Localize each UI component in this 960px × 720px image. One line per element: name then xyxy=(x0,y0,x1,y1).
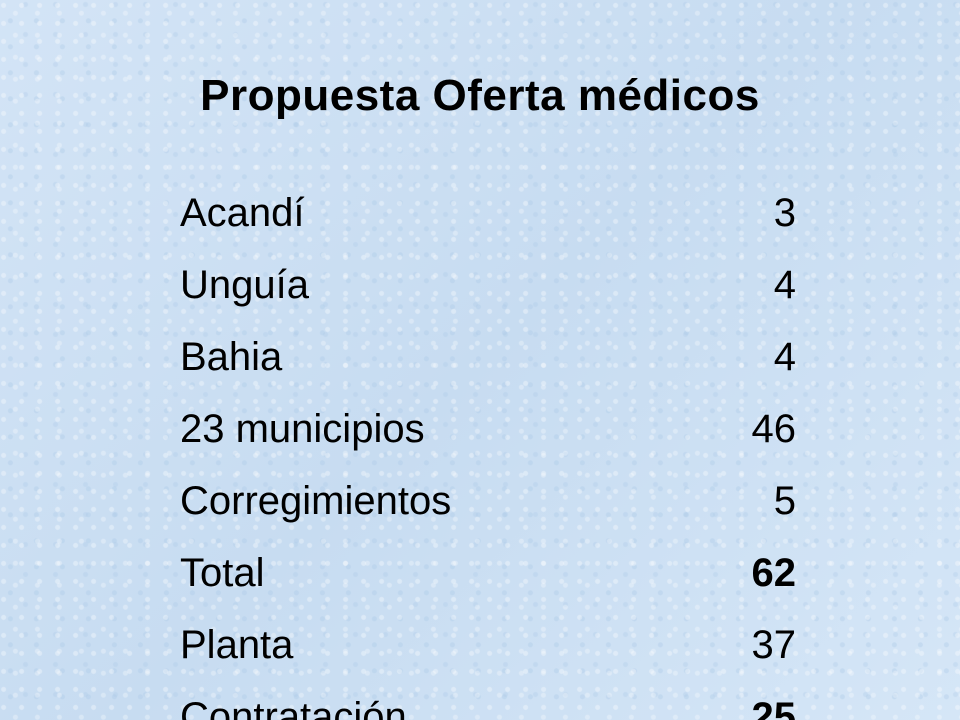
row-label: Acandí xyxy=(180,191,305,235)
row-value: 25 xyxy=(751,695,797,720)
row-label: Contratación xyxy=(180,695,407,720)
row-label: Planta xyxy=(180,623,294,667)
row-value: 4 xyxy=(773,335,796,379)
table-row: 23 municipios 46 xyxy=(180,393,796,465)
row-label: 23 municipios xyxy=(180,407,425,451)
row-value: 3 xyxy=(773,191,796,235)
row-value: 62 xyxy=(751,551,797,595)
row-label: Total xyxy=(180,551,265,595)
table-row: Contratación 25 xyxy=(180,681,796,720)
row-value: 5 xyxy=(773,479,796,523)
row-label: Unguía xyxy=(180,263,309,307)
slide-title: Propuesta Oferta médicos xyxy=(200,71,760,120)
table-row: Planta 37 xyxy=(180,609,796,681)
row-label: Corregimientos xyxy=(180,479,452,523)
table-row: Bahia 4 xyxy=(180,321,796,393)
row-label: Bahia xyxy=(180,335,283,379)
row-value: 46 xyxy=(751,407,797,451)
row-value: 37 xyxy=(751,623,797,667)
table-row: Unguía 4 xyxy=(180,249,796,321)
row-value: 4 xyxy=(773,263,796,307)
table-row: Corregimientos 5 xyxy=(180,465,796,537)
doctor-offer-table: Acandí 3 Unguía 4 Bahia 4 23 municipios … xyxy=(180,177,796,720)
table-row-total: Total 62 xyxy=(180,537,796,609)
table-row: Acandí 3 xyxy=(180,177,796,249)
